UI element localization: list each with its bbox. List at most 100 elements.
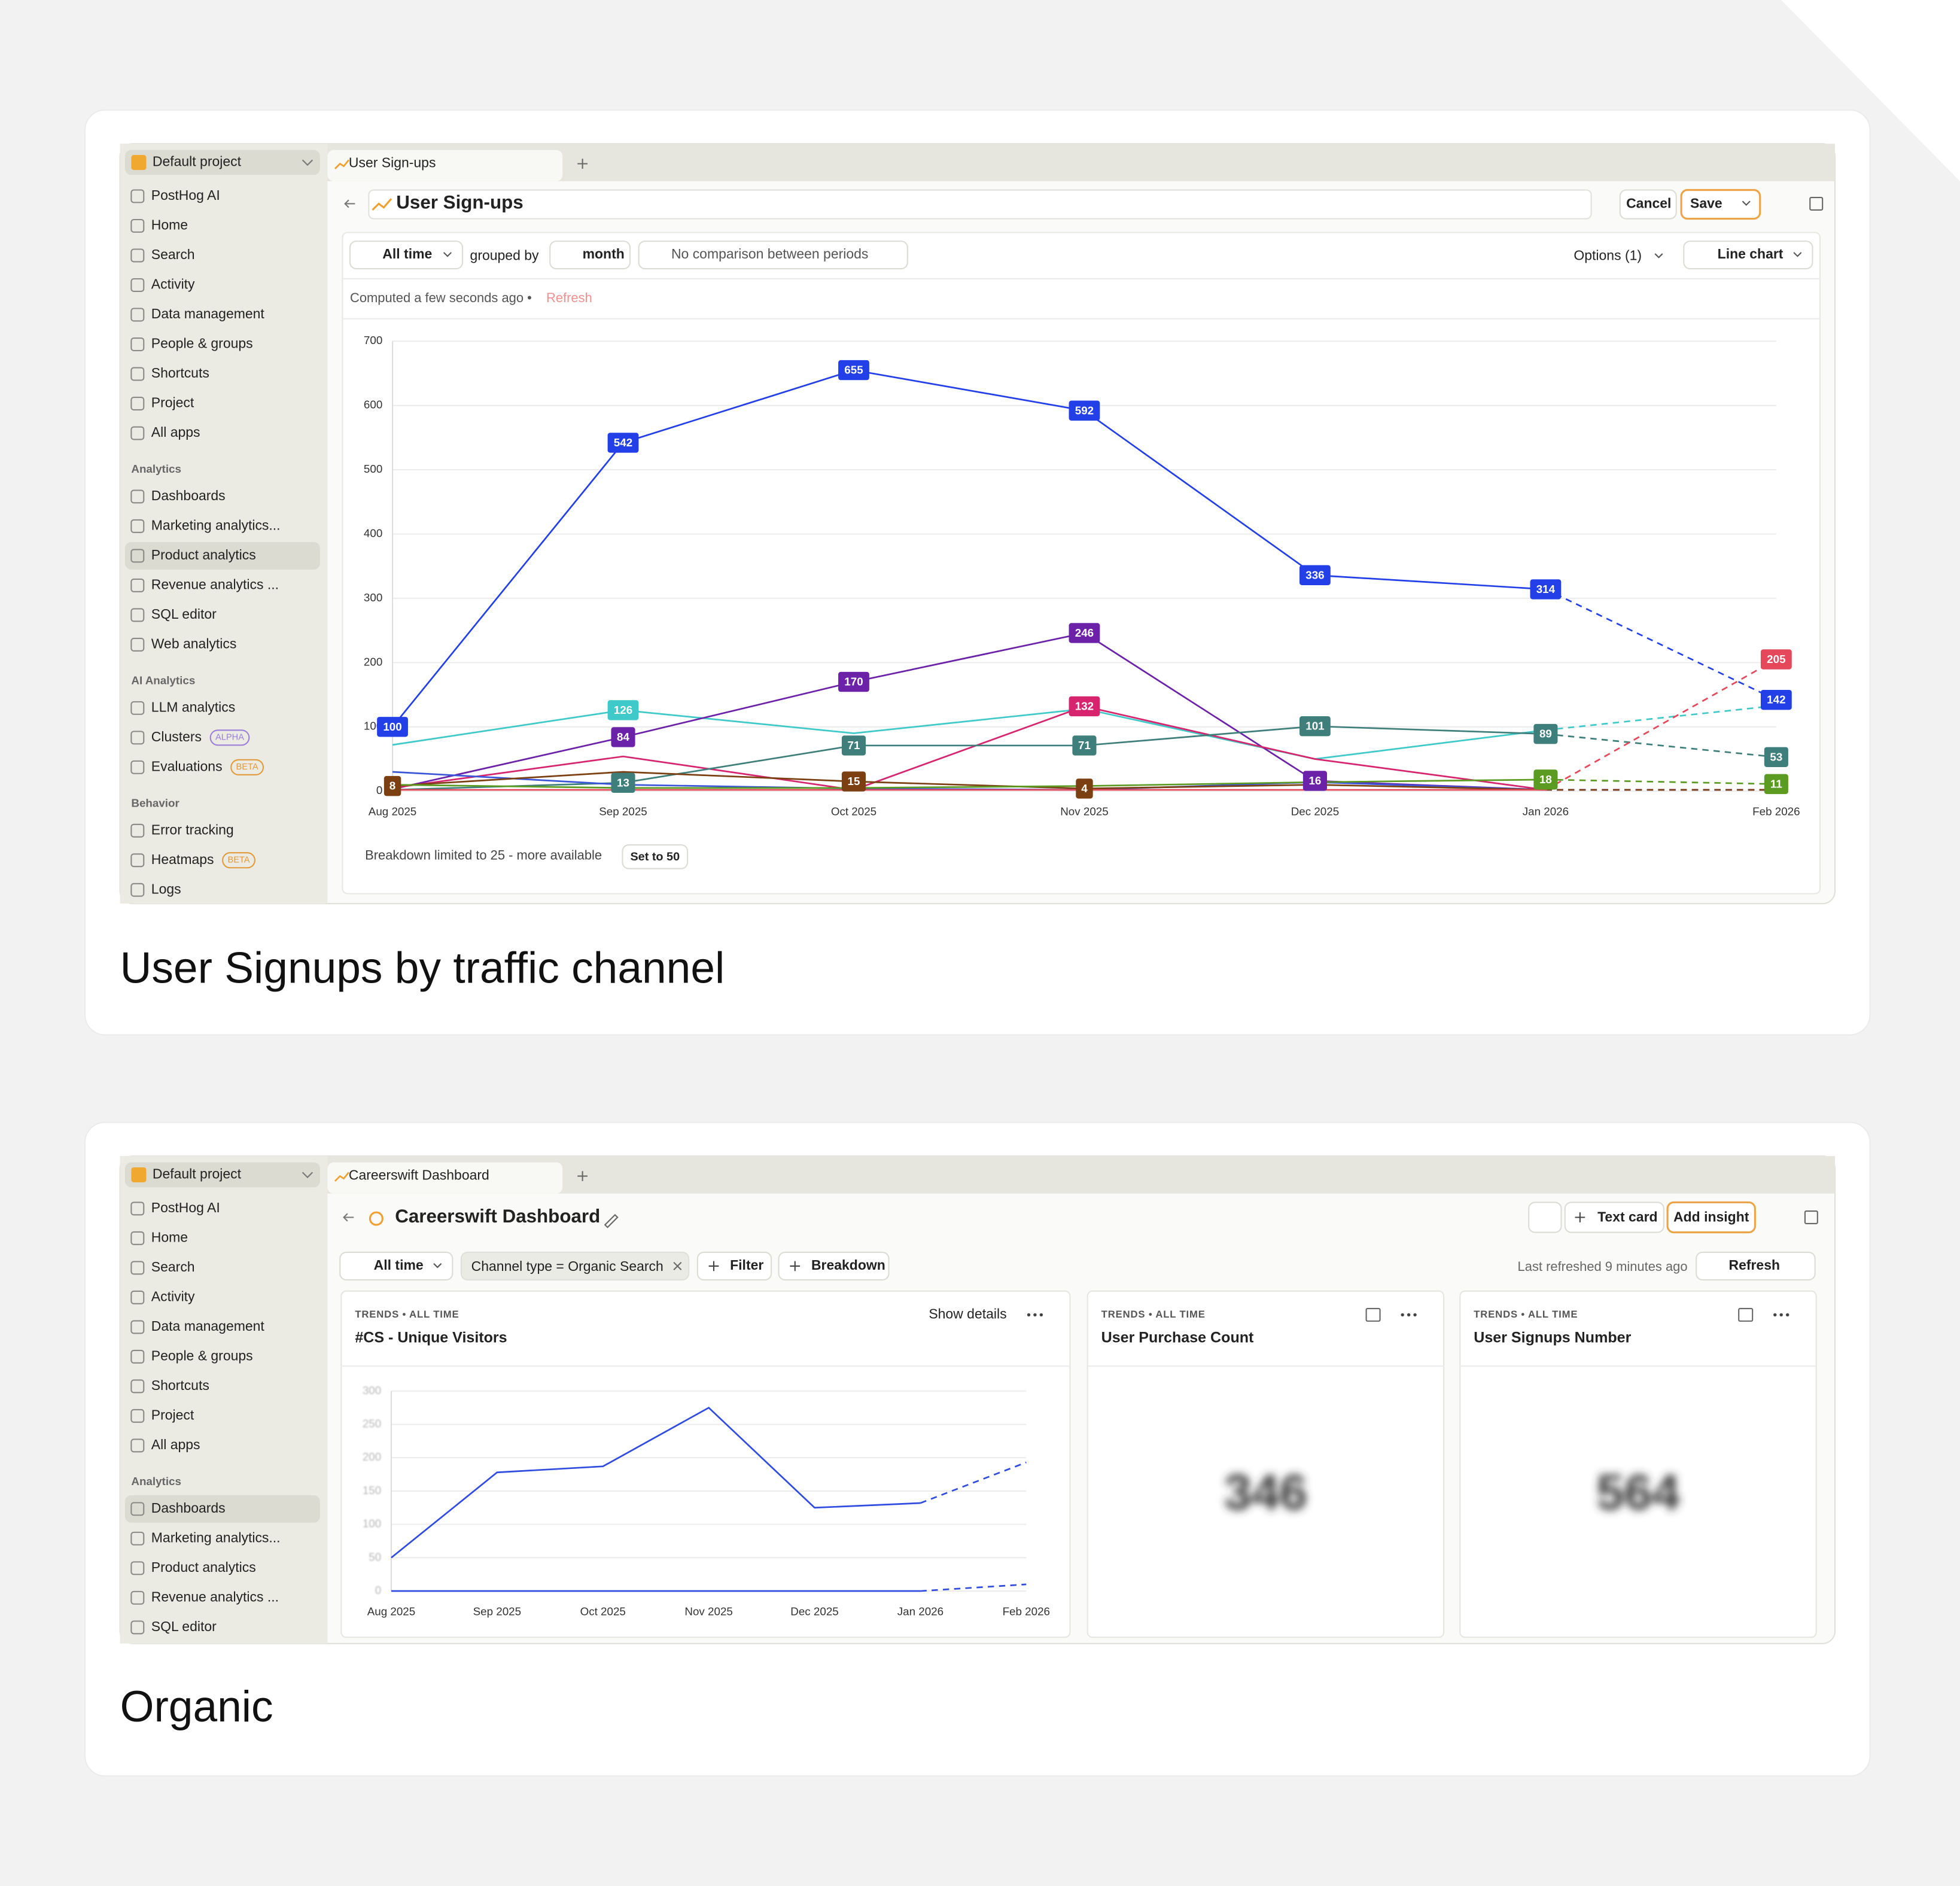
more-dot[interactable] bbox=[1033, 1313, 1037, 1317]
sidebar-item[interactable]: Marketing analytics... bbox=[151, 1529, 281, 1545]
value-label-box bbox=[607, 433, 639, 453]
sidebar-item[interactable]: Revenue analytics ... bbox=[151, 576, 279, 592]
sidebar-item[interactable]: Revenue analytics ... bbox=[151, 1589, 279, 1604]
sidebar-item[interactable]: All apps bbox=[151, 424, 200, 440]
more-dot[interactable] bbox=[1407, 1313, 1411, 1317]
sidebar-item[interactable]: SQL editor bbox=[151, 606, 217, 622]
button[interactable] bbox=[696, 1251, 772, 1280]
button[interactable] bbox=[1683, 241, 1813, 270]
value-label-box bbox=[841, 771, 866, 792]
sidebar-section: Analytics bbox=[131, 463, 181, 475]
more-dot[interactable] bbox=[1779, 1313, 1783, 1317]
button[interactable] bbox=[339, 1251, 454, 1280]
sidebar-item[interactable]: Product analytics bbox=[151, 547, 256, 562]
remove[interactable] bbox=[673, 1261, 682, 1270]
sidebar-item[interactable]: Product analytics bbox=[151, 1559, 256, 1575]
more-dot[interactable] bbox=[1027, 1313, 1031, 1317]
sidebar-item[interactable]: Evaluations bbox=[151, 758, 223, 774]
sidebar-item[interactable]: PostHog AI bbox=[151, 187, 220, 203]
sidebar-item[interactable]: Error tracking bbox=[151, 822, 234, 837]
more-dot[interactable] bbox=[1413, 1313, 1417, 1317]
tile-meta: TRENDS • ALL TIME bbox=[355, 1309, 459, 1320]
button[interactable] bbox=[1564, 1201, 1664, 1233]
tile-title[interactable]: User Signups Number bbox=[1474, 1330, 1631, 1346]
button-label: Save bbox=[1690, 196, 1722, 211]
series-line bbox=[392, 778, 1546, 789]
sidebar-icon bbox=[130, 1320, 145, 1334]
sidebar-item[interactable]: Web analytics bbox=[151, 635, 237, 651]
value-label: 142 bbox=[1767, 693, 1785, 706]
sidebar-item[interactable]: Activity bbox=[151, 276, 195, 292]
more-dot[interactable] bbox=[1039, 1313, 1043, 1317]
sidebar-item[interactable]: Project bbox=[151, 395, 194, 410]
new-tab[interactable] bbox=[577, 1171, 588, 1181]
more-dot[interactable] bbox=[1401, 1313, 1404, 1317]
options[interactable]: Options (1) bbox=[1574, 247, 1642, 263]
tab-icon bbox=[334, 159, 349, 169]
value-label: 15 bbox=[848, 775, 860, 787]
button[interactable] bbox=[349, 241, 464, 270]
sidebar-item[interactable]: Data management bbox=[151, 306, 265, 321]
sidebar-item[interactable]: Clusters bbox=[151, 729, 202, 744]
sidebar-toggle[interactable] bbox=[1809, 196, 1824, 211]
sidebar-item[interactable]: Dashboards bbox=[151, 1500, 226, 1516]
badge: BETA bbox=[236, 762, 258, 772]
sidebar-item[interactable]: Project bbox=[151, 1407, 194, 1422]
breakdown-note: Breakdown limited to 25 - more available bbox=[365, 848, 602, 863]
sidebar-item[interactable]: Search bbox=[151, 1259, 195, 1274]
show-details[interactable]: Show details bbox=[929, 1306, 1006, 1321]
project-switcher[interactable] bbox=[124, 1162, 320, 1188]
sidebar-toggle[interactable] bbox=[1804, 1210, 1818, 1224]
edit-icon[interactable] bbox=[604, 1213, 619, 1228]
tile-title[interactable]: User Purchase Count bbox=[1101, 1330, 1254, 1346]
project-switcher[interactable] bbox=[124, 150, 320, 175]
sidebar bbox=[120, 1156, 328, 1644]
sidebar-item[interactable]: People & groups bbox=[151, 336, 253, 351]
button[interactable] bbox=[778, 1251, 890, 1280]
back-arrow[interactable] bbox=[343, 1213, 354, 1222]
details-icon[interactable] bbox=[1738, 1307, 1754, 1322]
tile-title[interactable]: #CS - Unique Visitors bbox=[355, 1330, 507, 1346]
sidebar-item[interactable]: SQL editor bbox=[151, 1619, 217, 1634]
sidebar-item[interactable]: Marketing analytics... bbox=[151, 517, 281, 533]
refresh-link[interactable]: Refresh bbox=[546, 290, 592, 305]
sidebar-item[interactable]: Home bbox=[151, 1229, 188, 1245]
tab[interactable] bbox=[327, 1162, 563, 1194]
tab[interactable] bbox=[327, 150, 563, 181]
back-arrow[interactable] bbox=[344, 199, 355, 208]
x-tick-label: Oct 2025 bbox=[831, 805, 876, 818]
sidebar-item[interactable]: PostHog AI bbox=[151, 1200, 220, 1215]
sidebar-item[interactable]: Home bbox=[151, 217, 188, 233]
button[interactable] bbox=[638, 241, 908, 270]
caption: User Signups by traffic channel bbox=[120, 944, 725, 992]
sidebar-item[interactable]: Shortcuts bbox=[151, 1377, 209, 1393]
more-dot[interactable] bbox=[1785, 1313, 1789, 1317]
button[interactable] bbox=[1666, 1201, 1756, 1234]
value-label: 542 bbox=[614, 436, 632, 449]
sidebar-item[interactable]: All apps bbox=[151, 1437, 200, 1452]
button[interactable] bbox=[1528, 1201, 1562, 1233]
more-dot[interactable] bbox=[1773, 1313, 1777, 1317]
button[interactable] bbox=[1619, 189, 1677, 220]
sidebar-item[interactable]: Heatmaps bbox=[151, 851, 214, 867]
new-tab[interactable] bbox=[577, 159, 588, 169]
comparison: No comparison between periods bbox=[671, 246, 868, 261]
sidebar-item[interactable]: Logs bbox=[151, 881, 181, 896]
sidebar-item[interactable]: Shortcuts bbox=[151, 365, 209, 381]
button[interactable] bbox=[1680, 188, 1761, 220]
value-label-box bbox=[611, 772, 635, 793]
sidebar-item[interactable]: People & groups bbox=[151, 1347, 253, 1363]
sidebar-item[interactable]: Dashboards bbox=[151, 488, 226, 503]
y-tick-label: 600 bbox=[364, 399, 382, 411]
button[interactable] bbox=[460, 1251, 690, 1280]
details-icon[interactable] bbox=[1365, 1307, 1381, 1322]
value-label-box bbox=[1764, 774, 1788, 795]
sidebar-item[interactable]: LLM analytics bbox=[151, 699, 235, 714]
sidebar-item[interactable]: Activity bbox=[151, 1288, 195, 1304]
series-line bbox=[391, 369, 1546, 728]
sidebar-item[interactable]: Search bbox=[151, 247, 195, 262]
button[interactable] bbox=[1696, 1251, 1816, 1280]
button[interactable] bbox=[549, 241, 631, 270]
sidebar-item[interactable]: Data management bbox=[151, 1318, 265, 1334]
button[interactable] bbox=[622, 844, 689, 869]
